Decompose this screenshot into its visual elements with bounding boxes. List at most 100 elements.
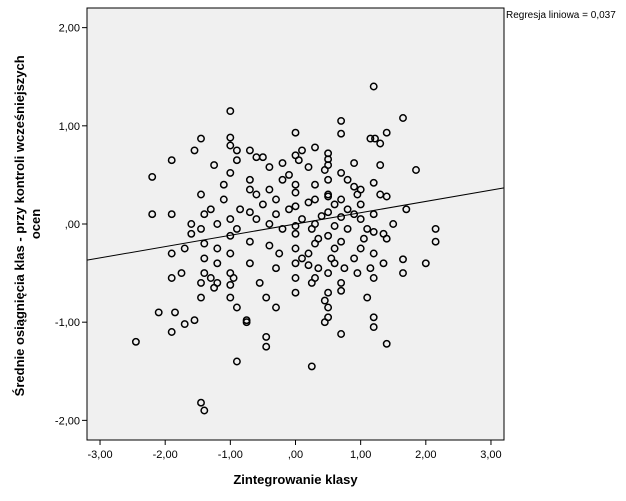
- data-point: [412, 166, 420, 174]
- data-point: [226, 133, 235, 142]
- x-tick-label: -2,00: [153, 449, 178, 461]
- data-point: [366, 134, 375, 143]
- data-point: [291, 259, 300, 268]
- y-tick-label: -1,00: [55, 317, 80, 329]
- data-point: [343, 224, 352, 233]
- data-point: [356, 244, 365, 253]
- data-point: [337, 286, 346, 295]
- data-point: [131, 337, 140, 346]
- data-point: [337, 330, 346, 338]
- data-point: [314, 264, 323, 273]
- data-point: [298, 146, 306, 155]
- data-point: [190, 316, 199, 325]
- data-point: [324, 269, 333, 278]
- data-point: [298, 215, 306, 224]
- data-point: [265, 163, 274, 172]
- data-point: [232, 156, 241, 165]
- data-point: [343, 205, 352, 214]
- data-point: [369, 323, 378, 332]
- data-point: [197, 278, 205, 287]
- data-point: [167, 274, 176, 282]
- data-point: [366, 264, 375, 273]
- data-point: [210, 283, 219, 292]
- data-point: [167, 156, 176, 165]
- data-point: [343, 175, 352, 184]
- data-point: [252, 190, 261, 199]
- regression-line: [86, 187, 505, 261]
- data-point: [324, 208, 333, 217]
- data-point: [311, 180, 319, 189]
- x-tick-label: -1,00: [218, 449, 243, 461]
- data-point: [258, 153, 267, 162]
- data-point: [180, 320, 189, 329]
- data-point: [291, 180, 300, 189]
- data-point: [431, 237, 440, 246]
- data-point: [324, 231, 333, 240]
- x-axis-title: Zintegrowanie klasy: [233, 472, 358, 487]
- data-point: [245, 146, 254, 155]
- data-point: [291, 229, 300, 238]
- data-point: [285, 205, 293, 214]
- data-point: [245, 208, 254, 217]
- data-point: [265, 241, 274, 250]
- data-point: [278, 224, 287, 233]
- data-point: [154, 308, 163, 317]
- data-point: [226, 107, 235, 116]
- data-point: [330, 222, 339, 230]
- data-point: [278, 175, 287, 184]
- data-point: [356, 215, 365, 224]
- data-point: [265, 185, 274, 194]
- data-point: [226, 249, 235, 258]
- data-point: [200, 239, 209, 248]
- data-point: [272, 264, 280, 273]
- data-point: [340, 264, 349, 273]
- data-point: [337, 116, 346, 125]
- data-point: [265, 220, 274, 228]
- data-point: [350, 182, 359, 191]
- data-point: [197, 134, 205, 143]
- data-point: [359, 234, 368, 243]
- data-point: [219, 180, 228, 189]
- x-tick-label: 1,00: [350, 449, 371, 461]
- data-point: [197, 190, 205, 199]
- data-point: [350, 254, 359, 263]
- data-point: [399, 269, 407, 278]
- regression-label: Regresja liniowa = 0,037: [506, 10, 616, 21]
- y-tick-label: 2,00: [59, 23, 80, 35]
- data-point: [337, 278, 346, 287]
- data-point: [399, 255, 407, 264]
- data-point: [291, 244, 300, 253]
- data-point: [213, 220, 222, 228]
- data-point: [291, 188, 300, 197]
- data-point: [206, 274, 215, 282]
- data-point: [421, 259, 430, 268]
- data-point: [307, 278, 316, 287]
- data-point: [320, 318, 329, 327]
- data-point: [187, 220, 196, 228]
- data-point: [177, 269, 186, 278]
- data-point: [200, 406, 209, 415]
- data-point: [291, 274, 300, 282]
- y-tick-label: 1,00: [59, 121, 80, 133]
- data-point: [272, 195, 280, 204]
- data-point: [382, 192, 391, 201]
- data-point: [379, 259, 388, 268]
- data-point: [272, 210, 280, 219]
- data-point: [210, 161, 219, 170]
- data-point: [304, 198, 313, 207]
- x-tick-label: -3,00: [87, 449, 112, 461]
- data-point: [304, 249, 313, 258]
- data-point: [291, 222, 300, 230]
- data-point: [285, 170, 293, 179]
- data-point: [369, 313, 378, 322]
- data-point: [197, 398, 205, 407]
- data-point: [356, 200, 365, 209]
- data-point: [187, 229, 196, 238]
- data-point: [232, 146, 241, 155]
- data-point: [320, 166, 329, 174]
- data-point: [262, 293, 271, 302]
- data-point: [167, 328, 176, 336]
- data-point: [324, 175, 333, 184]
- data-point: [180, 244, 189, 253]
- data-point: [294, 156, 303, 165]
